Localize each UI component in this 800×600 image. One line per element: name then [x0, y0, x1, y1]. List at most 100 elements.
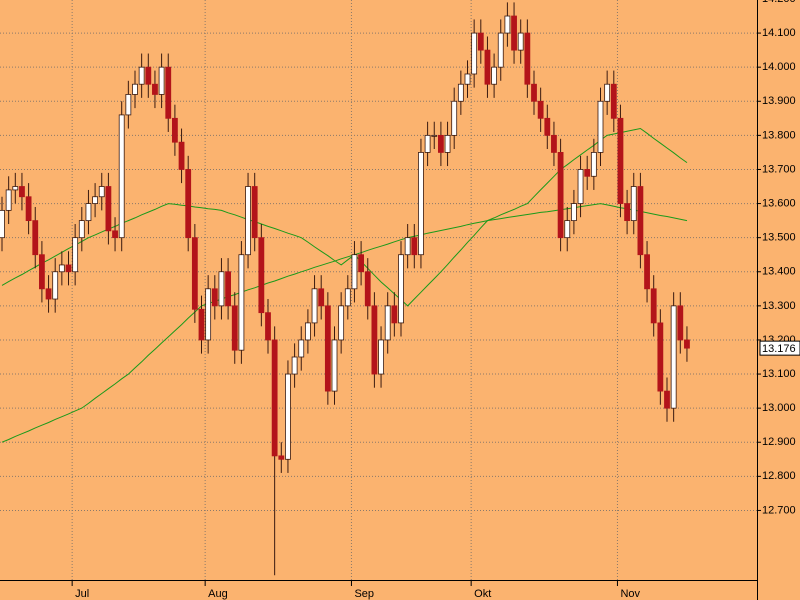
candle-body — [557, 152, 564, 239]
candle-body — [19, 186, 25, 198]
candle-body — [304, 322, 311, 341]
candle-body — [39, 254, 45, 290]
candle-body — [504, 15, 511, 34]
candle-body — [171, 117, 178, 143]
candle-body — [178, 141, 185, 170]
candle-body — [511, 15, 517, 51]
candle-body — [577, 169, 584, 204]
x-tick-label: Nov — [620, 588, 640, 600]
candle-body — [604, 83, 611, 102]
candle-body — [152, 83, 158, 95]
x-tick-label: Jul — [75, 588, 89, 600]
candle-body — [72, 237, 79, 273]
candle-body — [112, 230, 118, 239]
candle-body — [58, 264, 65, 273]
candle-body — [677, 305, 684, 341]
y-tick-label: 13.700 — [762, 163, 796, 175]
candle-body — [411, 237, 418, 256]
candle-body — [225, 271, 232, 307]
candle-body — [291, 356, 298, 375]
candle-body — [278, 455, 285, 460]
y-tick-label: 13.400 — [762, 266, 796, 278]
candle-body — [471, 32, 478, 75]
candle-body — [165, 66, 172, 119]
candle-body — [437, 134, 444, 153]
candle-body — [517, 32, 524, 51]
candle-body — [358, 254, 365, 273]
candle-body — [251, 186, 258, 239]
grid — [0, 0, 757, 580]
candle-body — [45, 288, 52, 300]
candle-body — [271, 339, 278, 457]
candle-body — [590, 152, 597, 177]
candle-body — [145, 66, 152, 85]
y-tick-label: 13.900 — [762, 95, 796, 107]
y-tick-label: 13.800 — [762, 129, 796, 141]
last-price-label: 13.176 — [762, 343, 796, 355]
candle-body — [537, 100, 544, 119]
candle-body — [78, 220, 85, 239]
candle-body — [238, 254, 245, 351]
y-tick-label: 14.100 — [762, 27, 796, 39]
candle-body — [364, 271, 371, 307]
candle-body — [138, 66, 145, 85]
candle-body — [477, 32, 484, 51]
last-price-box — [759, 340, 800, 356]
candle-body — [650, 288, 657, 324]
x-tick-label: Okt — [474, 588, 491, 600]
candle-body — [105, 186, 112, 232]
plot — [0, 2, 690, 576]
candle-body — [371, 305, 378, 375]
candle-body — [218, 271, 225, 307]
y-tick-label: 13.600 — [762, 197, 796, 209]
candle-body — [92, 196, 98, 204]
candle-body — [684, 339, 690, 349]
candle-body — [211, 288, 218, 307]
candle-body — [391, 305, 398, 324]
candle-body — [418, 152, 424, 256]
candle-body — [198, 308, 205, 341]
y-tick-label: 14.200 — [762, 0, 796, 5]
candle-body — [484, 49, 491, 85]
y-tick-label: 13.000 — [762, 402, 796, 414]
candle-body — [404, 237, 411, 256]
y-tick-label: 13.100 — [762, 368, 796, 380]
candle-body — [431, 134, 438, 137]
candle-body — [344, 288, 351, 307]
candle-body — [85, 203, 92, 222]
candle-body — [637, 186, 644, 256]
candle-body — [551, 134, 557, 153]
candle-body — [571, 203, 577, 222]
candle-body — [25, 196, 32, 222]
y-tick-label: 12.700 — [762, 504, 796, 516]
candle-body — [324, 305, 331, 392]
candle-body — [491, 66, 498, 85]
x-tick-label: Aug — [208, 588, 228, 600]
candle-body — [670, 305, 677, 409]
candle-body — [398, 254, 404, 324]
candle-body — [191, 237, 198, 310]
candle-body — [338, 305, 345, 341]
y-tick-label: 14.000 — [762, 61, 796, 73]
candle-body — [298, 339, 305, 358]
candle-body — [644, 254, 650, 290]
candle-body — [424, 134, 431, 153]
candle-body — [497, 32, 504, 68]
candle-body — [664, 390, 670, 409]
candle-body — [158, 66, 165, 95]
candle-body — [544, 117, 551, 136]
candle-body — [384, 305, 391, 341]
candle-body — [457, 83, 464, 102]
candle-body — [464, 73, 471, 85]
candle-body — [451, 100, 458, 136]
y-tick-label: 12.800 — [762, 470, 796, 482]
candle-body — [318, 288, 325, 307]
candle-body — [610, 83, 617, 119]
candle-body — [12, 186, 19, 191]
candle-body — [5, 189, 12, 211]
candle-body — [285, 373, 291, 460]
candle-body — [531, 83, 537, 102]
candle-body — [524, 32, 531, 85]
candle-body — [331, 339, 338, 392]
